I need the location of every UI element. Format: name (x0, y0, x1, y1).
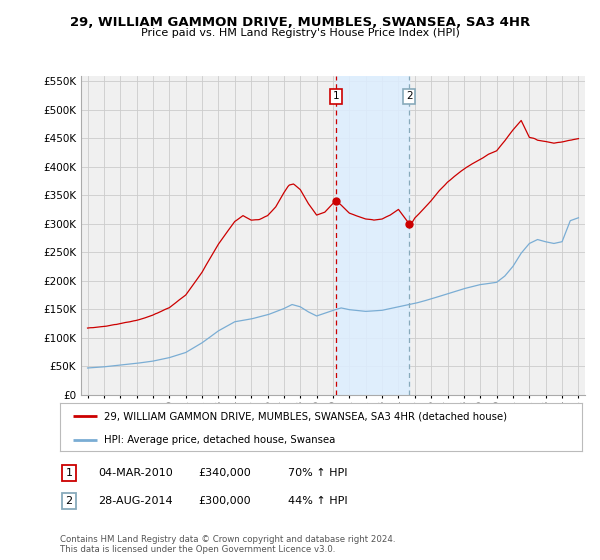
Text: £300,000: £300,000 (198, 496, 251, 506)
Text: 2: 2 (65, 496, 73, 506)
Text: £340,000: £340,000 (198, 468, 251, 478)
Text: Contains HM Land Registry data © Crown copyright and database right 2024.
This d: Contains HM Land Registry data © Crown c… (60, 535, 395, 554)
Text: 29, WILLIAM GAMMON DRIVE, MUMBLES, SWANSEA, SA3 4HR (detached house): 29, WILLIAM GAMMON DRIVE, MUMBLES, SWANS… (104, 411, 508, 421)
Text: 1: 1 (65, 468, 73, 478)
Text: 29, WILLIAM GAMMON DRIVE, MUMBLES, SWANSEA, SA3 4HR: 29, WILLIAM GAMMON DRIVE, MUMBLES, SWANS… (70, 16, 530, 29)
Text: 04-MAR-2010: 04-MAR-2010 (98, 468, 173, 478)
Text: 2: 2 (406, 91, 412, 101)
Text: 1: 1 (332, 91, 339, 101)
Text: 44% ↑ HPI: 44% ↑ HPI (288, 496, 347, 506)
Text: Price paid vs. HM Land Registry's House Price Index (HPI): Price paid vs. HM Land Registry's House … (140, 28, 460, 38)
Text: 70% ↑ HPI: 70% ↑ HPI (288, 468, 347, 478)
Text: 28-AUG-2014: 28-AUG-2014 (98, 496, 172, 506)
Text: HPI: Average price, detached house, Swansea: HPI: Average price, detached house, Swan… (104, 435, 336, 445)
Bar (336, 76, 409, 395)
